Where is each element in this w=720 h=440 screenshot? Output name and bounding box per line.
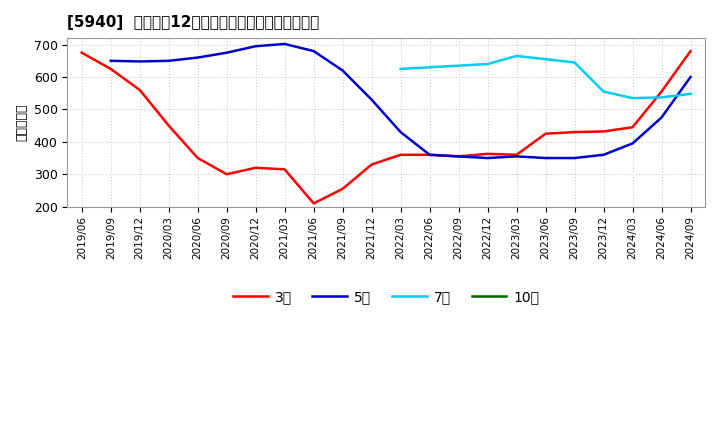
3年 (135, 87, 144, 92)
3年 (310, 201, 318, 206)
5年 (599, 152, 608, 158)
3年 (367, 162, 376, 167)
5年 (512, 154, 521, 159)
5年 (367, 97, 376, 103)
5年 (194, 55, 202, 60)
3年 (222, 172, 231, 177)
3年 (454, 154, 463, 159)
7年 (396, 66, 405, 72)
5年 (338, 68, 347, 73)
3年 (657, 89, 666, 94)
5年 (251, 44, 260, 49)
3年 (396, 152, 405, 158)
Line: 3年: 3年 (82, 51, 690, 203)
5年 (629, 141, 637, 146)
7年 (541, 56, 550, 62)
5年 (483, 155, 492, 161)
5年 (426, 152, 434, 158)
5年 (570, 155, 579, 161)
Text: [5940]  経常利益12か月移動合計の標準偏差の推移: [5940] 経常利益12か月移動合計の標準偏差の推移 (67, 15, 320, 30)
7年 (657, 95, 666, 100)
7年 (570, 60, 579, 65)
5年 (135, 59, 144, 64)
5年 (280, 41, 289, 47)
7年 (454, 63, 463, 68)
Legend: 3年, 5年, 7年, 10年: 3年, 5年, 7年, 10年 (228, 284, 545, 309)
5年 (454, 154, 463, 159)
3年 (251, 165, 260, 170)
3年 (686, 48, 695, 54)
5年 (541, 155, 550, 161)
3年 (164, 123, 173, 128)
3年 (107, 66, 115, 72)
5年 (222, 50, 231, 55)
5年 (107, 58, 115, 63)
3年 (570, 129, 579, 135)
3年 (483, 151, 492, 157)
7年 (686, 91, 695, 96)
7年 (483, 62, 492, 67)
3年 (280, 167, 289, 172)
5年 (396, 129, 405, 135)
3年 (512, 152, 521, 158)
7年 (599, 89, 608, 94)
Line: 5年: 5年 (111, 44, 690, 158)
3年 (194, 155, 202, 161)
5年 (686, 74, 695, 80)
3年 (78, 50, 86, 55)
3年 (541, 131, 550, 136)
7年 (512, 53, 521, 59)
3年 (599, 129, 608, 134)
Y-axis label: （百万円）: （百万円） (15, 104, 28, 141)
3年 (338, 186, 347, 191)
3年 (426, 152, 434, 158)
7年 (629, 95, 637, 101)
7年 (426, 65, 434, 70)
5年 (657, 115, 666, 120)
3年 (629, 125, 637, 130)
Line: 7年: 7年 (400, 56, 690, 98)
5年 (164, 58, 173, 63)
5年 (310, 48, 318, 54)
